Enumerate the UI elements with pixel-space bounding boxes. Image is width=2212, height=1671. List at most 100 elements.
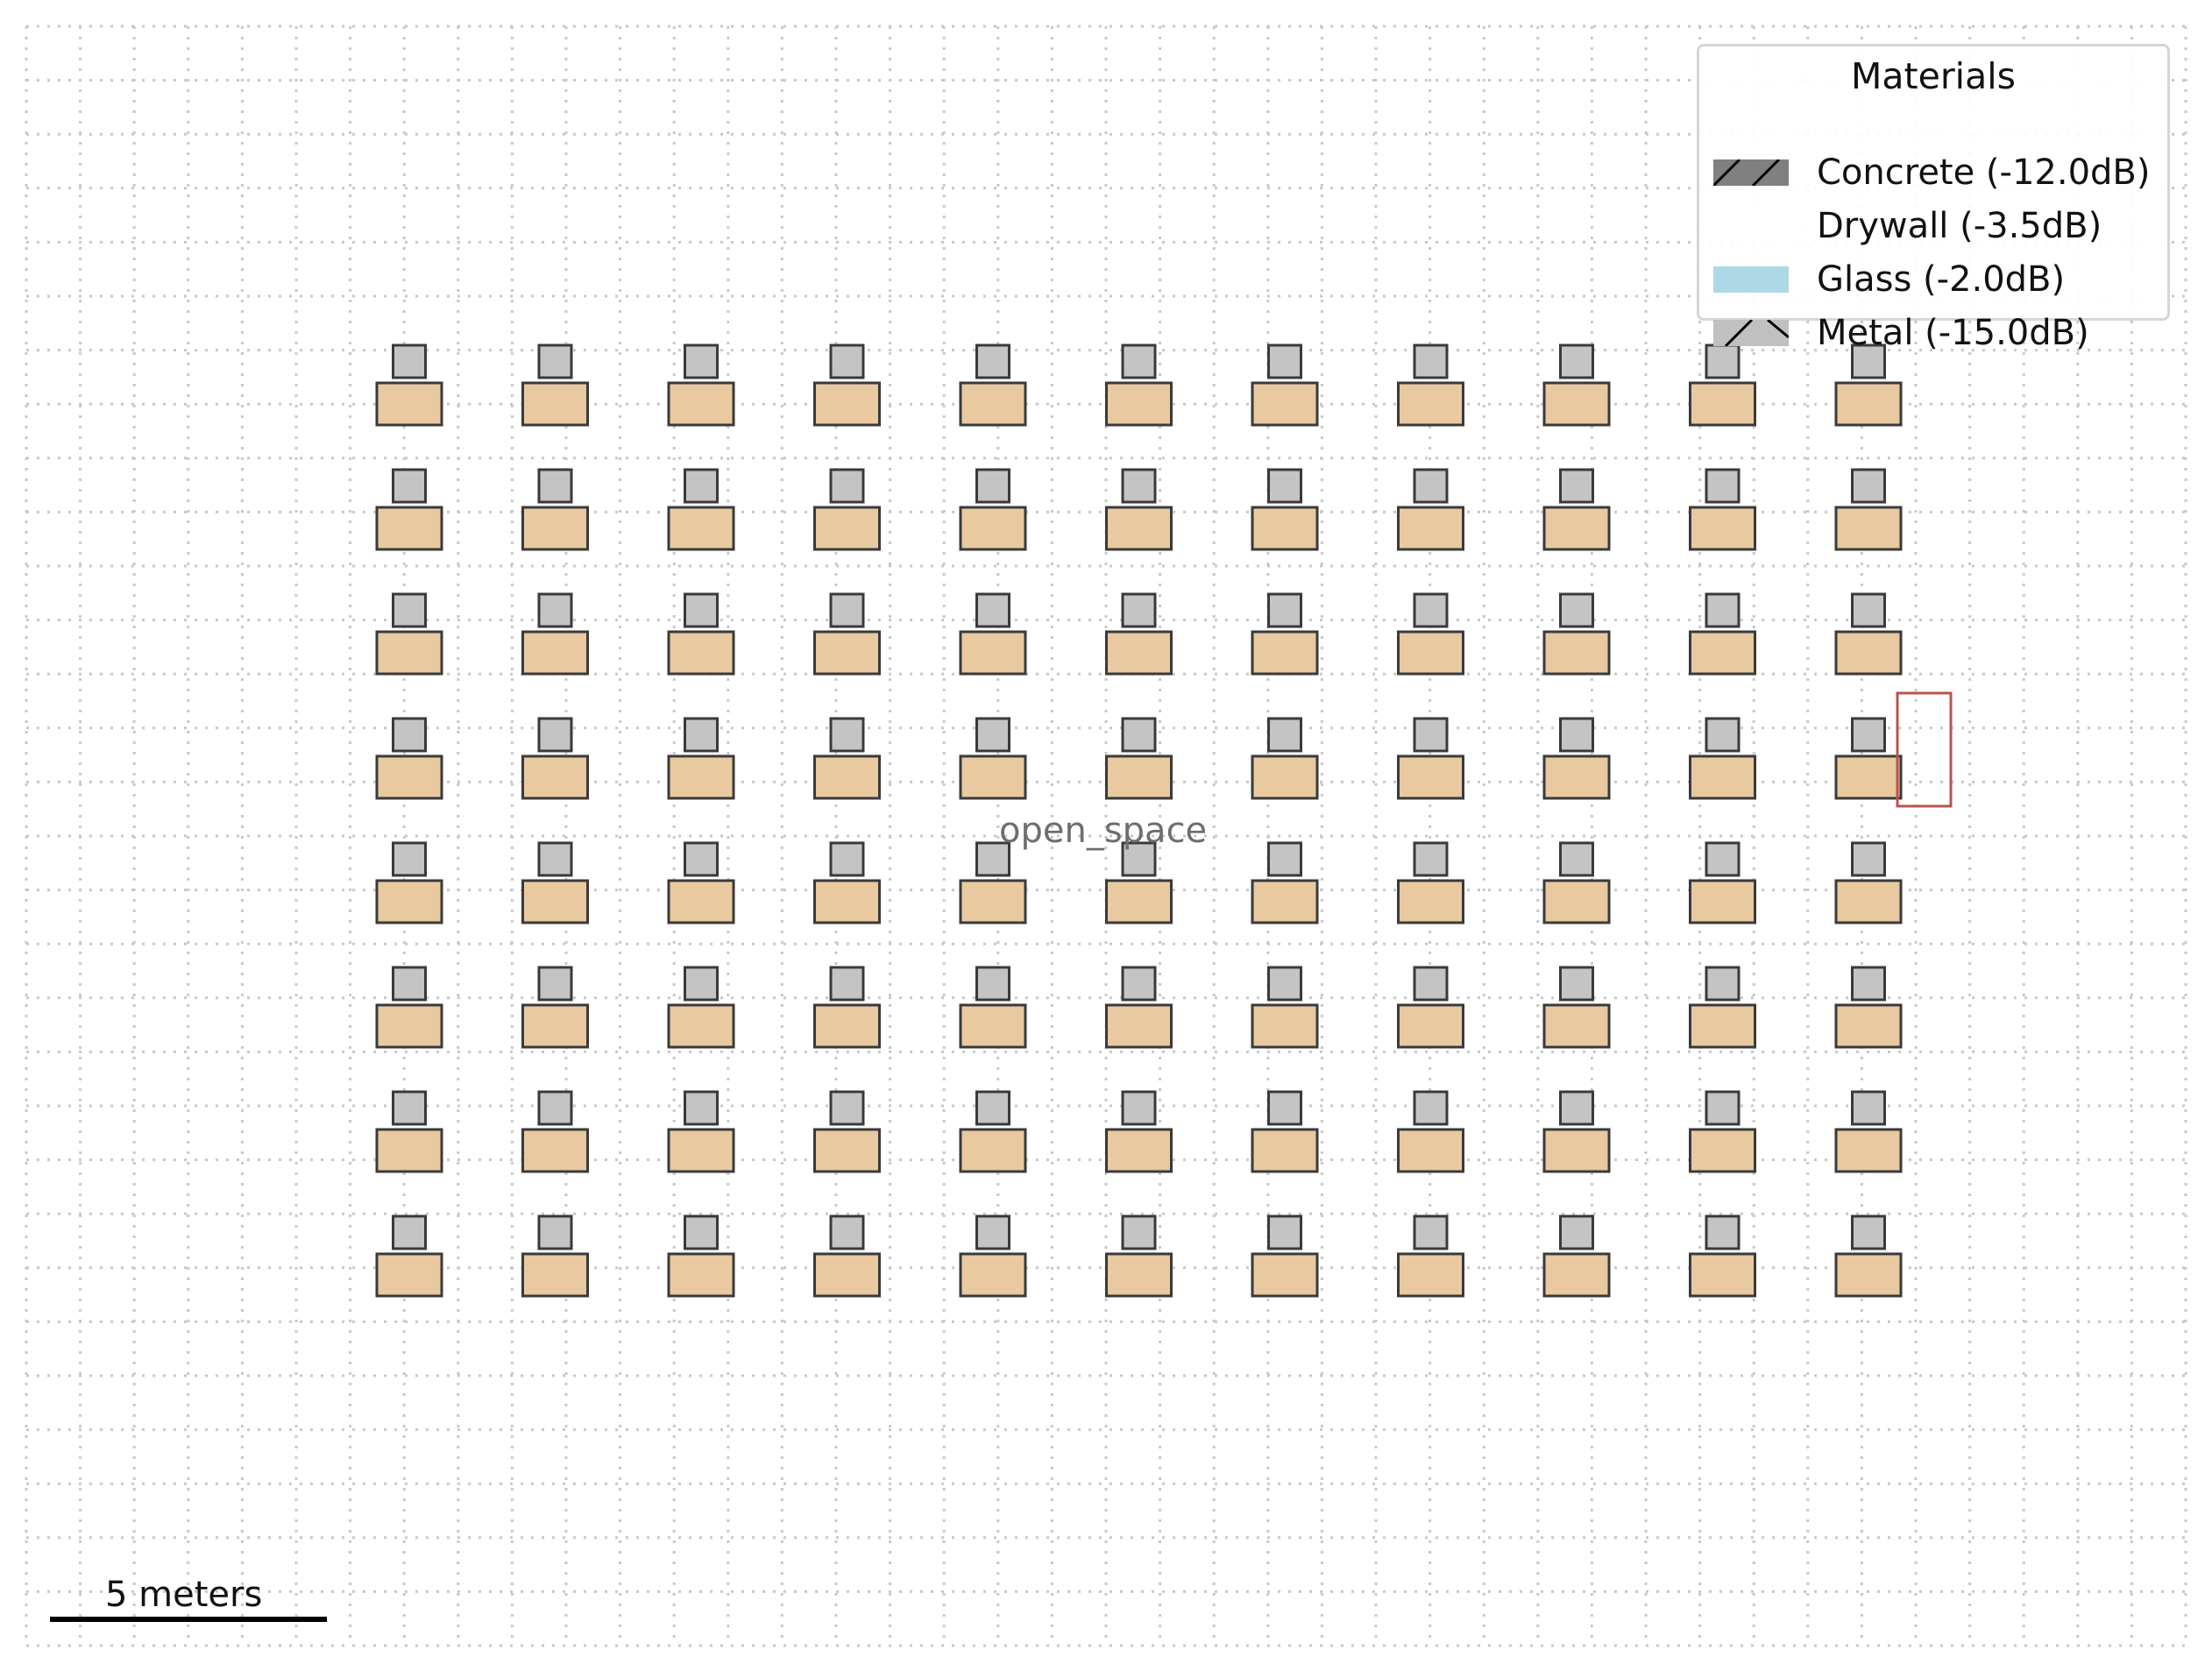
desk — [1397, 381, 1464, 427]
desk — [1251, 381, 1319, 427]
legend-label-glass: Glass (-2.0dB) — [1817, 259, 2066, 300]
chair — [537, 841, 573, 877]
desk — [1834, 1252, 1903, 1298]
chair — [1705, 717, 1741, 753]
desk — [1105, 1003, 1173, 1049]
desk — [813, 879, 881, 924]
chair — [1851, 841, 1886, 877]
chair — [684, 343, 719, 379]
chair — [829, 468, 865, 504]
chair — [975, 592, 1010, 628]
chair — [975, 468, 1010, 504]
zone-label: open_space — [999, 811, 1208, 851]
legend-label-concrete: Concrete (-12.0dB) — [1817, 152, 2151, 193]
chair — [1413, 1090, 1449, 1126]
desk — [375, 1128, 443, 1173]
desk — [1542, 381, 1611, 427]
chair — [829, 717, 865, 753]
desk — [1834, 879, 1903, 924]
desk — [959, 630, 1027, 676]
desk — [959, 1003, 1027, 1049]
chair — [1851, 1090, 1886, 1126]
chair — [1267, 966, 1302, 1002]
chair — [975, 343, 1010, 379]
chair — [1559, 717, 1594, 753]
chair — [1121, 468, 1157, 504]
concrete-swatch-icon — [1713, 159, 1789, 186]
desk — [959, 879, 1027, 924]
desk — [1834, 506, 1903, 551]
desk — [375, 1003, 443, 1049]
chair — [684, 966, 719, 1002]
desk — [1251, 1003, 1319, 1049]
chair — [392, 717, 427, 753]
scale-bar — [50, 1617, 327, 1622]
chair — [684, 717, 719, 753]
chair — [1851, 343, 1886, 379]
desk — [813, 506, 881, 551]
desk — [1834, 754, 1903, 800]
desk — [521, 1128, 589, 1173]
chair — [392, 592, 427, 628]
desk — [813, 1128, 881, 1173]
desk — [813, 1003, 881, 1049]
chair — [1267, 343, 1302, 379]
desk — [1689, 630, 1756, 676]
chair — [1121, 717, 1157, 753]
chair — [975, 1090, 1010, 1126]
desk — [667, 1252, 735, 1298]
chair — [1267, 1090, 1302, 1126]
desk — [1834, 1003, 1903, 1049]
desk — [959, 381, 1027, 427]
desk — [375, 754, 443, 800]
chair — [537, 1090, 573, 1126]
chair — [1413, 966, 1449, 1002]
chair — [392, 343, 427, 379]
desk — [1397, 1252, 1464, 1298]
desk — [375, 879, 443, 924]
desk — [1542, 879, 1611, 924]
chair — [537, 343, 573, 379]
desk — [1542, 1128, 1611, 1173]
chair — [1413, 592, 1449, 628]
chair — [1559, 1090, 1594, 1126]
legend-label-metal: Metal (-15.0dB) — [1817, 313, 2089, 353]
chair — [1559, 966, 1594, 1002]
desk — [1689, 1252, 1756, 1298]
desk — [1542, 754, 1611, 800]
desk — [813, 381, 881, 427]
chair — [1267, 592, 1302, 628]
chair — [1121, 1214, 1157, 1250]
chair — [392, 1090, 427, 1126]
scale-bar-label: 5 meters — [105, 1575, 263, 1615]
desk — [1251, 1252, 1319, 1298]
desk — [1689, 1003, 1756, 1049]
desk — [375, 506, 443, 551]
chair — [1851, 468, 1886, 504]
chair — [537, 592, 573, 628]
desk — [1689, 1128, 1756, 1173]
desk — [959, 754, 1027, 800]
desk — [667, 754, 735, 800]
chair — [1267, 717, 1302, 753]
desk — [667, 381, 735, 427]
chair — [1413, 343, 1449, 379]
legend-item-drywall: Drywall (-3.5dB) — [1713, 206, 2102, 246]
chair — [829, 841, 865, 877]
desk — [667, 879, 735, 924]
drywall-swatch-icon — [1713, 213, 1789, 239]
desk — [375, 630, 443, 676]
chair — [829, 1090, 865, 1126]
desk — [521, 879, 589, 924]
desk — [667, 1003, 735, 1049]
chair — [684, 468, 719, 504]
chair — [1559, 1214, 1594, 1250]
legend-item-metal: Metal (-15.0dB) — [1713, 313, 2089, 353]
chair — [975, 1214, 1010, 1250]
desk — [813, 630, 881, 676]
desk — [667, 506, 735, 551]
chair — [1851, 1214, 1886, 1250]
desk — [1105, 1128, 1173, 1173]
desk — [1542, 1252, 1611, 1298]
